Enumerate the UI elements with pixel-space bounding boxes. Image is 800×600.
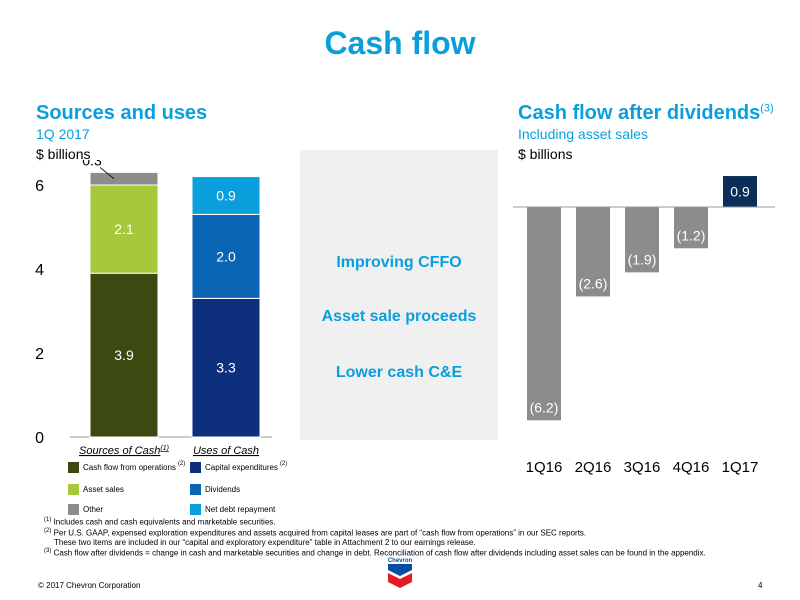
data-label: 2.1: [114, 221, 134, 237]
legend-swatch: [68, 504, 79, 515]
bar: [674, 207, 708, 249]
data-label: 3.3: [216, 360, 236, 376]
legend-label: Net debt repayment: [205, 505, 276, 514]
category-label-note: (1): [160, 445, 169, 452]
cash-flow-after-dividends-subtitle: Including asset sales: [518, 126, 648, 142]
footnote-marker: (2): [279, 460, 288, 467]
footnote: These two items are included in our “cap…: [54, 538, 476, 547]
category-label: Uses of Cash: [193, 445, 259, 457]
copyright: © 2017 Chevron Corporation: [38, 581, 141, 590]
footnote-marker: (2): [44, 528, 52, 534]
legend-label: Cash flow from operations: [83, 463, 176, 472]
data-label: (2.6): [579, 275, 608, 291]
callout-box: Improving CFFO Asset sale proceeds Lower…: [300, 150, 498, 440]
legend-label: Other: [83, 505, 104, 514]
sources-uses-unit: $ billions: [36, 146, 91, 162]
x-tick-label: 1Q16: [526, 459, 563, 476]
footnote-marker: (1): [44, 517, 52, 523]
cash-flow-after-dividends-title-text: Cash flow after dividends: [518, 102, 761, 124]
sources-uses-chart: 0 2 4 6 3.9 2.1 0.3 Sources of Cash(1) 3.3 2.0 0.9…: [35, 160, 272, 457]
y-tick-label: 0: [35, 430, 44, 447]
data-label: 0.9: [730, 184, 750, 200]
legend-swatch: [190, 484, 201, 495]
legend-item: Capital expenditures (2): [190, 460, 288, 473]
y-tick-label: 2: [35, 346, 44, 363]
legend-label: Capital expenditures: [205, 463, 278, 472]
legend: Cash flow from operations (2) Capital exp…: [68, 460, 298, 518]
data-label: 2.0: [216, 248, 236, 264]
y-tick-label: 6: [35, 178, 44, 195]
footnote: (1) Includes cash and cash equivalents a…: [44, 517, 275, 527]
legend-item: Asset sales: [68, 484, 124, 495]
x-tick-label: 1Q17: [722, 459, 759, 476]
bar: [576, 207, 610, 297]
y-tick-label: 4: [35, 262, 44, 279]
page-title: Cash flow: [324, 25, 476, 61]
cash-flow-after-dividends-chart: (6.2) 1Q16 (2.6) 2Q16 (1.9) 3Q16 (1.2) 4Q16 0.9 1…: [513, 176, 775, 476]
data-label: 3.9: [114, 347, 134, 363]
footnote-text: Per U.S. GAAP, expensed exploration expe…: [53, 528, 587, 538]
footnote-text: These two items are included in our “cap…: [54, 538, 476, 547]
legend-label: Asset sales: [83, 485, 124, 494]
chevron-logo: Chevron: [388, 558, 413, 588]
data-label: 0.3: [82, 160, 102, 168]
legend-swatch: [190, 504, 201, 515]
footnote: (3) Cash flow after dividends = change i…: [44, 548, 706, 558]
legend-label: Dividends: [205, 485, 241, 494]
callout-line: Improving CFFO: [336, 254, 462, 271]
legend-item: Cash flow from operations (2): [68, 460, 186, 473]
category-label-text: Uses of Cash: [193, 445, 259, 457]
footnote: (2) Per U.S. GAAP, expensed exploration …: [44, 528, 586, 538]
footnote-marker: (3): [44, 548, 52, 554]
bar: [527, 207, 561, 421]
footnote-marker: (2): [177, 460, 186, 467]
bar-segment: [89, 171, 159, 186]
sources-uses-subtitle: 1Q 2017: [36, 126, 90, 142]
cash-flow-after-dividends-title: Cash flow after dividends(3): [518, 102, 774, 125]
footnote-marker: (3): [760, 102, 774, 115]
legend-swatch: [190, 462, 201, 473]
x-tick-label: 2Q16: [575, 459, 612, 476]
bar: [625, 207, 659, 273]
x-tick-label: 4Q16: [673, 459, 710, 476]
category-label-text: Sources of Cash: [79, 445, 160, 457]
page-number: 4: [758, 581, 763, 590]
bar-segment: [89, 272, 159, 438]
bar: [723, 176, 757, 207]
legend-swatch: [68, 462, 79, 473]
legend-item: Net debt repayment: [190, 504, 275, 515]
legend-item: Dividends: [190, 484, 240, 495]
leader-line: [99, 167, 115, 180]
bar-segment: [191, 176, 261, 215]
cash-flow-after-dividends-unit: $ billions: [518, 146, 573, 162]
data-label: (1.2): [677, 227, 706, 243]
callout-line: Asset sale proceeds: [321, 308, 477, 325]
data-label: (1.9): [628, 251, 657, 267]
logo-text: Chevron: [388, 558, 413, 564]
bar-segment: [191, 213, 261, 299]
category-label: Sources of Cash(1): [79, 445, 169, 457]
bar-segment: [191, 297, 261, 438]
callout-line: Lower cash C&E: [335, 364, 463, 381]
data-label: 0.9: [216, 188, 236, 204]
x-tick-label: 3Q16: [624, 459, 661, 476]
sources-uses-title: Sources and uses: [36, 102, 208, 124]
legend-item: Other: [68, 504, 103, 515]
data-label: (6.2): [530, 399, 559, 415]
footnote-text: Cash flow after dividends = change in ca…: [53, 548, 706, 558]
legend-swatch: [68, 484, 79, 495]
footnote-text: Includes cash and cash equivalents and m…: [53, 517, 276, 527]
